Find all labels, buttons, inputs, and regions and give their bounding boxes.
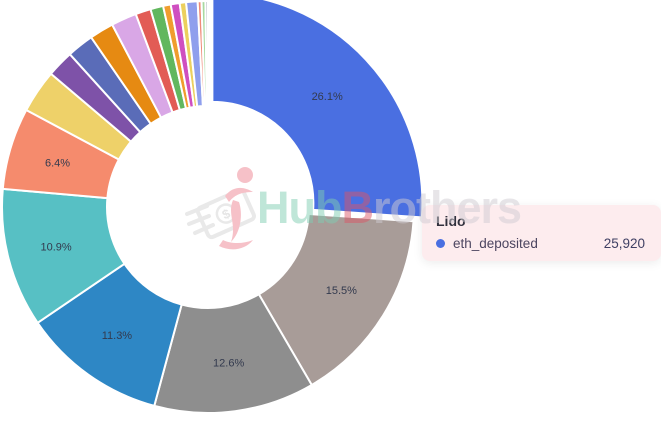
pie-slice-19[interactable] — [204, 0, 209, 108]
tooltip-row: eth_deposited 25,920 — [436, 236, 645, 251]
slice-percentage-label: 26.1% — [312, 91, 343, 103]
slice-percentage-label: 15.5% — [326, 285, 357, 297]
pie-slice-1[interactable] — [257, 212, 415, 386]
tooltip-title: Lido — [436, 213, 466, 229]
slice-percentage-label: 11.3% — [102, 330, 133, 342]
tooltip: Lido eth_deposited 25,920 — [422, 205, 661, 261]
slice-percentage-label: 6.4% — [45, 157, 70, 169]
series-marker-dot — [436, 239, 445, 248]
tooltip-value: 25,920 — [603, 236, 645, 251]
slice-percentage-label: 10.9% — [40, 242, 71, 254]
pie-slice-lido[interactable] — [211, 0, 424, 219]
tooltip-series-name: eth_deposited — [453, 236, 538, 251]
slice-percentage-label: 12.6% — [213, 358, 244, 370]
